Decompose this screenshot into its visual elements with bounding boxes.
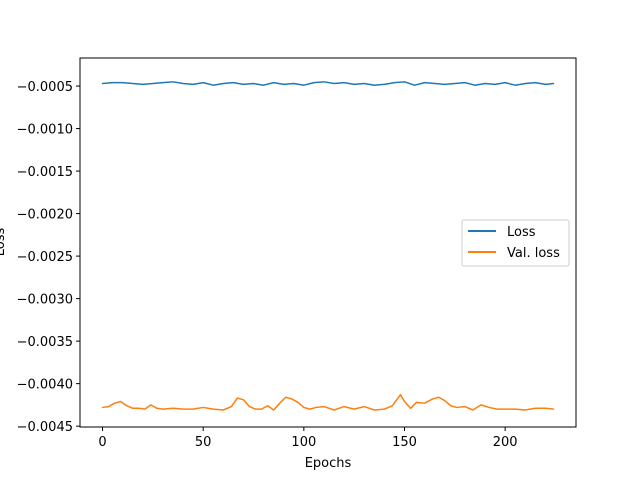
y-tick-label: −0.0030 (17, 293, 73, 308)
y-axis: −0.0005 −0.0010 −0.0015 −0.0020 −0.0025 −0.00… (17, 80, 80, 435)
y-tick-label: −0.0010 (17, 123, 73, 138)
series-line-val-loss (101, 393, 555, 411)
legend-label-loss: Loss (507, 225, 536, 240)
plot-frame (79, 57, 577, 428)
y-tick-label: −0.0025 (17, 250, 73, 265)
y-tick-label: −0.0005 (17, 80, 73, 95)
x-tick-label: 0 (98, 435, 106, 450)
y-tick-label: −0.0020 (17, 208, 73, 223)
y-tick-label: −0.0035 (17, 335, 73, 350)
y-tick-label: −0.0045 (17, 420, 73, 435)
y-tick-label: −0.0015 (17, 165, 73, 180)
x-axis-label: Epochs (305, 456, 352, 471)
series-layer (101, 81, 555, 411)
x-tick-label: 150 (392, 435, 417, 450)
legend-label-val-loss: Val. loss (507, 246, 560, 261)
y-tick-label: −0.0040 (17, 378, 73, 393)
x-axis: 0 50 100 150 200 (98, 427, 518, 450)
y-axis-label: Loss (0, 228, 8, 257)
x-tick-label: 100 (291, 435, 316, 450)
x-tick-label: 200 (493, 435, 518, 450)
series-line-loss (101, 81, 555, 86)
x-tick-label: 50 (195, 435, 212, 450)
legend: Loss Val. loss (461, 219, 570, 267)
